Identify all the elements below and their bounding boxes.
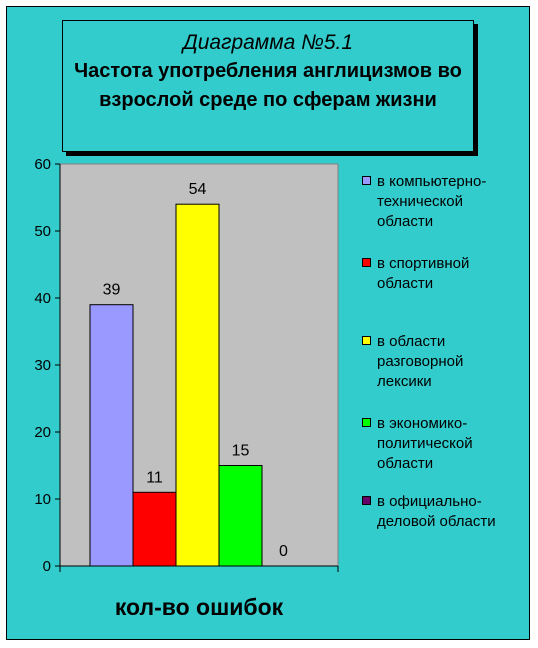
y-tick-label: 20 xyxy=(34,424,51,441)
legend-label-line: в области xyxy=(377,333,446,350)
chart-title: Частота употребления англицизмов во взро… xyxy=(74,60,462,111)
bar xyxy=(89,304,134,567)
y-tick-label: 50 xyxy=(34,223,51,240)
legend-label-line: области xyxy=(377,455,434,472)
legend-label: в экономико-политической области xyxy=(377,414,527,474)
legend-swatch xyxy=(362,258,371,267)
chart-title-box: Диаграмма №5.1 Частота употребления англ… xyxy=(62,20,474,152)
y-tick-label: 60 xyxy=(34,156,51,173)
legend-label-line: разговорной xyxy=(377,353,464,370)
data-label: 39 xyxy=(103,282,121,299)
legend-label-line: в официально- xyxy=(377,493,482,510)
data-label: 15 xyxy=(232,443,250,460)
legend-label: в официально-деловой области xyxy=(377,492,527,532)
y-tick-label: 10 xyxy=(34,491,51,508)
x-category-label: кол-во ошибок xyxy=(114,594,284,620)
legend-label-line: области xyxy=(377,213,434,230)
data-label: 0 xyxy=(279,543,288,560)
data-label: 54 xyxy=(189,181,207,198)
bar xyxy=(218,465,263,567)
legend-label-line: политической xyxy=(377,435,473,452)
y-tick-label: 0 xyxy=(43,558,51,575)
chart-number: Диаграмма №5.1 xyxy=(182,31,354,54)
legend-swatch xyxy=(362,496,371,505)
legend-label-line: в экономико- xyxy=(377,415,468,432)
legend-label-line: в компьютерно- xyxy=(377,173,487,190)
legend-label: в компьютерно-технической области xyxy=(377,172,527,232)
legend-label-line: в спортивной xyxy=(377,255,470,272)
bar xyxy=(132,491,177,567)
y-tick-label: 40 xyxy=(34,290,51,307)
bar xyxy=(175,203,220,567)
legend-label-line: лексики xyxy=(377,373,432,390)
legend-label: в спортивной области xyxy=(377,254,527,294)
legend-label: в области разговорной лексики xyxy=(377,332,527,392)
legend-label-line: технической xyxy=(377,193,463,210)
legend-swatch xyxy=(362,176,371,185)
legend-label-line: области xyxy=(377,275,434,292)
legend-swatch xyxy=(362,336,371,345)
y-tick-label: 30 xyxy=(34,357,51,374)
legend-swatch xyxy=(362,418,371,427)
data-label: 11 xyxy=(146,469,163,486)
legend-label-line: деловой области xyxy=(377,513,496,530)
